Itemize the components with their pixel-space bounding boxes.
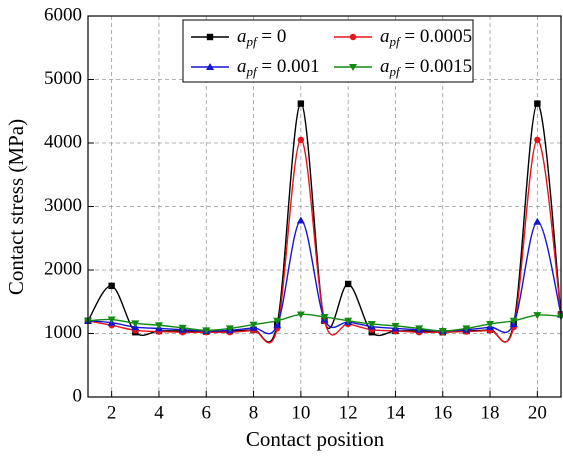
marker — [297, 136, 305, 144]
marker — [367, 320, 376, 328]
marker — [349, 64, 357, 71]
legend-box — [182, 19, 474, 83]
y-tick-label: 6000 — [44, 4, 82, 25]
x-tick-label: 16 — [433, 402, 452, 423]
marker — [534, 100, 541, 107]
marker — [107, 316, 116, 324]
x-tick-label: 12 — [339, 402, 358, 423]
x-tick-label: 14 — [386, 402, 406, 423]
marker — [534, 136, 541, 144]
x-tick-label: 8 — [249, 402, 259, 423]
marker — [131, 320, 140, 328]
marker — [154, 322, 163, 330]
marker — [509, 317, 518, 325]
x-tick-label: 20 — [528, 402, 547, 423]
y-tick-label: 0 — [73, 385, 83, 406]
marker — [296, 311, 305, 319]
marker — [206, 63, 214, 70]
marker — [533, 312, 542, 320]
marker — [206, 33, 214, 41]
marker — [273, 317, 282, 325]
x-tick-label: 10 — [291, 402, 310, 423]
y-tick-label: 1000 — [44, 322, 82, 343]
legend-label: apf = 0 — [237, 26, 286, 49]
marker — [202, 327, 211, 335]
y-axis-title: Contact stress (MPa) — [4, 119, 28, 295]
y-tick-label: 4000 — [44, 131, 82, 152]
x-tick-label: 6 — [202, 402, 212, 423]
marker — [344, 280, 352, 288]
x-tick-label: 18 — [481, 402, 500, 423]
marker — [296, 216, 305, 224]
marker — [320, 313, 329, 321]
legend-label: apf = 0.0005 — [380, 26, 472, 49]
marker — [462, 325, 471, 333]
legend-label: apf = 0.0015 — [380, 56, 472, 79]
marker — [108, 282, 115, 290]
marker — [178, 324, 187, 332]
marker — [415, 325, 424, 333]
y-tick-label: 5000 — [44, 68, 82, 89]
marker — [225, 325, 234, 333]
y-tick-label: 2000 — [44, 258, 82, 279]
y-tick-label: 3000 — [44, 195, 82, 216]
marker — [297, 100, 305, 107]
x-axis-title: Contact position — [246, 427, 385, 451]
marker — [344, 317, 353, 325]
marker — [438, 327, 447, 335]
marker — [349, 33, 357, 41]
marker — [533, 217, 542, 225]
x-tick-label: 4 — [154, 402, 164, 423]
plot-frame — [87, 15, 562, 398]
marker — [391, 322, 400, 330]
legend-label: apf = 0.001 — [237, 56, 320, 79]
x-tick-label: 2 — [107, 402, 117, 423]
marker — [486, 320, 495, 328]
marker — [249, 321, 258, 329]
